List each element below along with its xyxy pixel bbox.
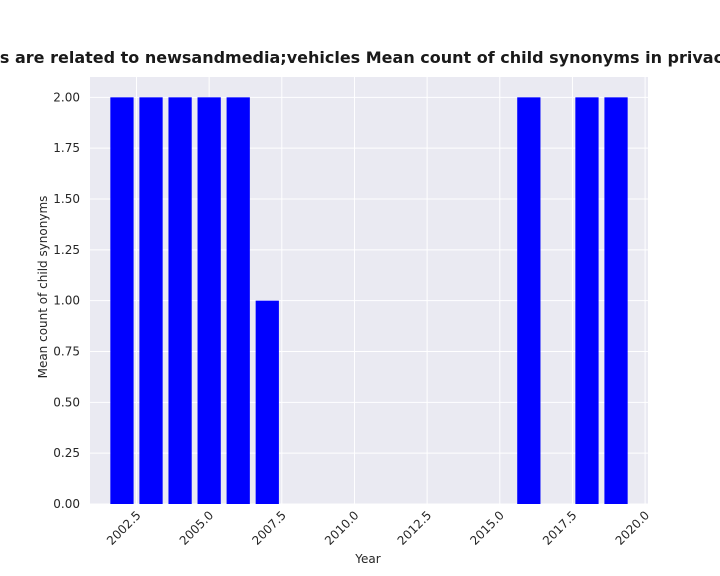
- bar-2003: [139, 97, 163, 504]
- y-tick-labels: 0.00 0.25 0.50 0.75 1.00 1.25 1.50 1.75 2.00: [53, 90, 80, 511]
- bars: [110, 97, 628, 504]
- x-tick-label: 2005.0: [177, 508, 217, 548]
- bar-2016: [517, 97, 541, 504]
- x-tick-labels: 2002.5 2005.0 2007.5 2010.0 2012.5 2015.0 2017…: [104, 508, 652, 548]
- bar-2019: [604, 97, 628, 504]
- y-tick-label: 1.25: [53, 243, 80, 257]
- x-tick-label: 2017.5: [540, 508, 580, 548]
- x-axis-label: Year: [354, 552, 380, 566]
- y-tick-label: 0.75: [53, 345, 80, 359]
- y-tick-label: 0.00: [53, 497, 80, 511]
- bar-2004: [168, 97, 192, 504]
- y-tick-label: 0.25: [53, 446, 80, 460]
- bar-2007: [255, 300, 279, 504]
- x-tick-label: 2007.5: [249, 508, 289, 548]
- x-tick-label: 2002.5: [104, 508, 144, 548]
- y-tick-label: 1.00: [53, 294, 80, 308]
- y-tick-label: 1.75: [53, 141, 80, 155]
- x-tick-label: 2015.0: [467, 508, 507, 548]
- bar-2018: [575, 97, 599, 504]
- bar-2006: [226, 97, 250, 504]
- y-tick-label: 2.00: [53, 90, 80, 104]
- bar-2005: [197, 97, 221, 504]
- y-axis-label: Mean count of child synonyms: [36, 196, 50, 379]
- x-tick-label: 2010.0: [322, 508, 362, 548]
- chart-title: Categories are related to newsandmedia;v…: [0, 48, 720, 67]
- bar-2002: [110, 97, 134, 504]
- x-tick-label: 2020.0: [613, 508, 653, 548]
- y-tick-label: 1.50: [53, 192, 80, 206]
- y-tick-label: 0.50: [53, 395, 80, 409]
- x-tick-label: 2012.5: [395, 508, 435, 548]
